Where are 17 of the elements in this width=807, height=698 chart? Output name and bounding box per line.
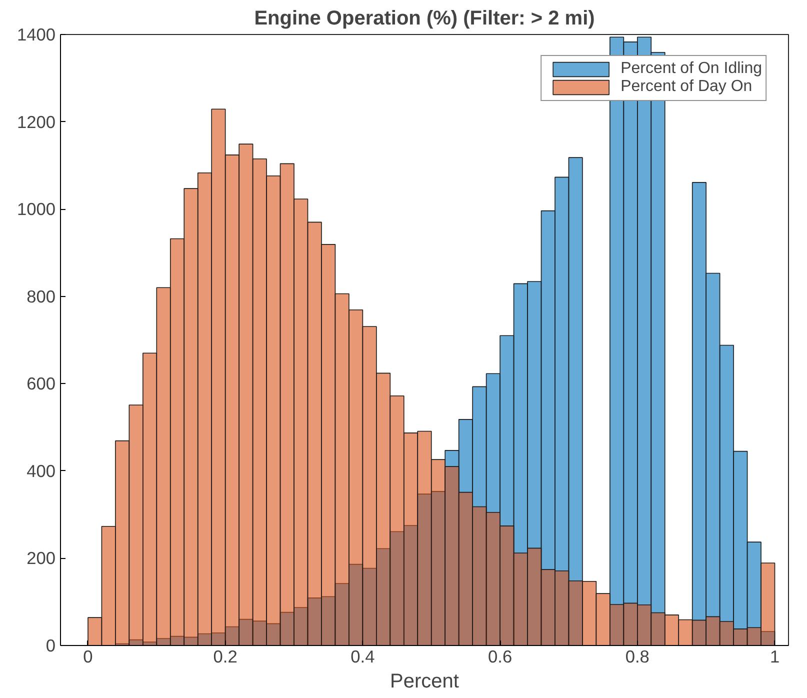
y-tick-label: 1200	[16, 112, 56, 132]
x-tick-label: 0.8	[625, 646, 650, 666]
x-tick-label: 0.2	[213, 646, 238, 666]
x-tick-label: 0.4	[350, 646, 376, 666]
x-axis-title: Percent	[390, 670, 460, 692]
x-tick-label: 0	[83, 646, 93, 666]
y-tick-label: 1000	[16, 199, 56, 220]
y-tick-label: 1400	[16, 24, 56, 44]
x-tick-label: 0.6	[488, 646, 512, 666]
legend-label: Percent of On Idling	[620, 60, 762, 78]
y-tick-label: 600	[26, 374, 56, 394]
y-tick-label: 400	[26, 460, 56, 481]
y-tick-label: 200	[26, 548, 56, 568]
chart-title: Engine Operation (%) (Filter: > 2 mi)	[254, 8, 595, 30]
x-tick-label: 1	[770, 646, 780, 666]
legend-label: Percent of Day On	[620, 78, 752, 96]
y-tick-label: 800	[26, 286, 56, 306]
